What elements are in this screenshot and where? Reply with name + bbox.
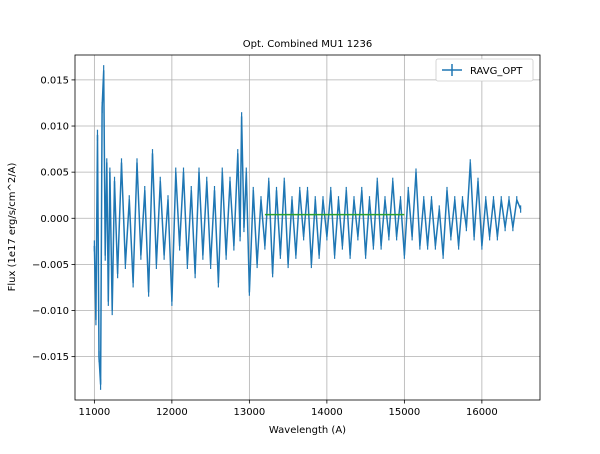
x-tick-label: 14000	[311, 407, 343, 418]
y-tick-label: −0.010	[32, 306, 69, 317]
y-tick-label: −0.015	[32, 352, 69, 363]
axes-frame	[74, 54, 541, 401]
x-tick-label: 12000	[156, 407, 188, 418]
legend: RAVG_OPT	[435, 58, 534, 82]
series-line	[93, 69, 522, 386]
ticks: 11000 12000 13000 14000 15000 16000 −0.015 −0.0…	[32, 75, 498, 418]
chart-title: Opt. Combined MU1 1236	[243, 39, 372, 50]
y-tick-label: −0.005	[32, 260, 69, 271]
y-tick-label: 0.010	[40, 122, 69, 133]
y-tick-label: 0.015	[40, 75, 69, 86]
x-tick-label: 16000	[466, 407, 498, 418]
grid	[75, 55, 540, 400]
y-tick-label: 0.005	[40, 168, 69, 179]
y-tick-label: 0.000	[40, 214, 69, 225]
x-tick-label: 15000	[388, 407, 420, 418]
x-tick-label: 11000	[78, 407, 110, 418]
x-axis-label: Wavelength (A)	[269, 425, 346, 436]
legend-box	[435, 58, 534, 82]
y-axis-label: Flux (1e17 erg/s/cm^2/A)	[7, 163, 18, 292]
series-0	[93, 65, 522, 390]
x-tick-label: 13000	[233, 407, 265, 418]
series-layer	[93, 65, 522, 390]
legend-entry-ravg-opt: RAVG_OPT	[470, 66, 523, 77]
